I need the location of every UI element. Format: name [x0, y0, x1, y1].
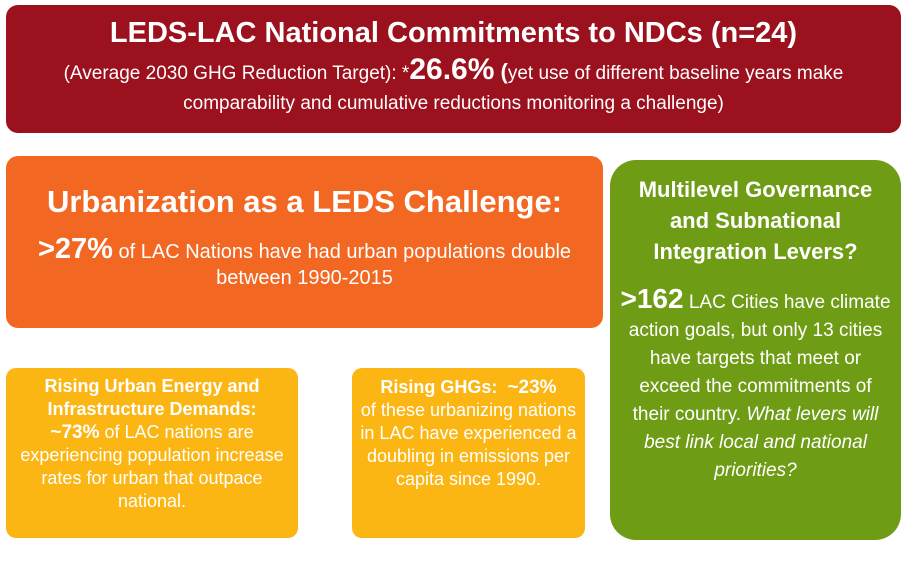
reduction-target-value: 26.6% [409, 53, 495, 86]
urbanization-body: >27% of LAC Nations have had urban popul… [26, 233, 583, 291]
banner-title: LEDS-LAC National Commitments to NDCs (n… [109, 17, 798, 49]
urbanization-title: Urbanization as a LEDS Challenge: [46, 184, 563, 219]
energy-text: of LAC nations are experiencing populati… [20, 422, 284, 511]
urban-energy-demands-box: Rising Urban Energy and Infrastructure D… [6, 368, 298, 538]
energy-stat: ~73% [50, 422, 100, 443]
energy-title: Rising Urban Energy and Infrastructure D… [44, 376, 260, 419]
governance-stat: >162 [620, 283, 684, 314]
banner-subtitle-suffix: yet use of different baseline years make… [183, 63, 844, 114]
ghg-stat: ~23% [507, 377, 557, 398]
ghg-text: of these urbanizing nations in LAC have … [360, 400, 577, 489]
banner-subtitle: (Average 2030 GHG Reduction Target): *26… [24, 55, 883, 119]
banner-subtitle-prefix: (Average 2030 GHG Reduction Target): * [63, 63, 410, 84]
banner-paren-open: ( [494, 59, 508, 84]
governance-question: What levers will best link local and nat… [644, 404, 879, 481]
multilevel-governance-box: Multilevel Governance and Subnational In… [610, 160, 901, 540]
urbanization-stat: >27% [37, 233, 113, 265]
ndc-commitments-banner: LEDS-LAC National Commitments to NDCs (n… [6, 5, 901, 133]
governance-title: Multilevel Governance and Subnational In… [638, 177, 873, 264]
ghg-title: Rising GHGs: [380, 377, 498, 397]
urbanization-challenge-box: Urbanization as a LEDS Challenge: >27% o… [6, 156, 603, 328]
ghg-title-line: Rising GHGs: ~23% [358, 376, 579, 399]
governance-body: >162 LAC Cities have climate action goal… [620, 285, 891, 485]
governance-text: LAC Cities have climate action goals, bu… [628, 292, 891, 425]
rising-ghg-box: Rising GHGs: ~23% of these urbanizing na… [352, 368, 585, 538]
energy-body: ~73% of LAC nations are experiencing pop… [14, 421, 290, 513]
urbanization-text: of LAC Nations have had urban population… [112, 241, 572, 289]
